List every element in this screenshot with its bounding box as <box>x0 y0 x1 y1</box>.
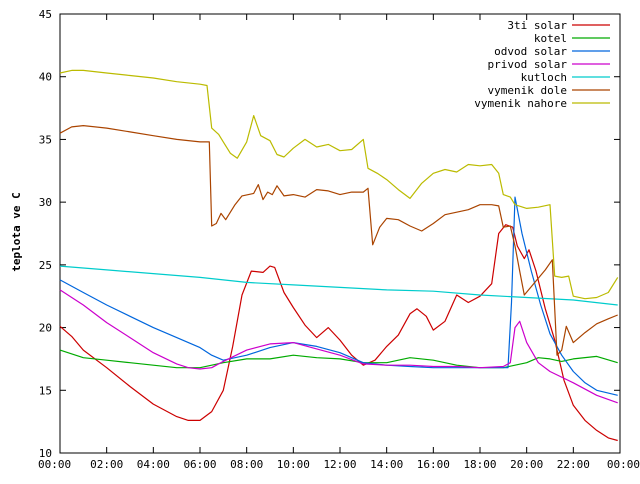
series-line-privod-solar <box>59 289 618 404</box>
series-lines <box>59 69 619 442</box>
y-tick-label: 45 <box>39 8 52 21</box>
x-tick-label: 16:00 <box>417 458 450 471</box>
y-tick-label: 20 <box>39 322 52 335</box>
y-tick-label: 25 <box>39 259 52 272</box>
x-tick-label: 22:00 <box>557 458 590 471</box>
y-tick-label: 15 <box>39 384 52 397</box>
x-tick-label: 00:00 <box>607 458 640 471</box>
series-line-kutloch <box>59 265 618 306</box>
legend-label-privod-solar: privod solar <box>488 58 568 71</box>
x-tick-label: 12:00 <box>323 458 356 471</box>
y-tick-label: 10 <box>39 447 52 460</box>
x-tick-label: 08:00 <box>230 458 263 471</box>
series-line-kotel <box>59 349 618 369</box>
y-tick-label: 30 <box>39 196 52 209</box>
legend-label-vymenik-dole: vymenik dole <box>488 84 567 97</box>
x-tick-label: 20:00 <box>510 458 543 471</box>
legend-label-kutloch: kutloch <box>521 71 567 84</box>
x-tick-label: 02:00 <box>90 458 123 471</box>
legend-label-odvod-solar: odvod solar <box>494 45 567 58</box>
series-line-vymenik-nahore <box>59 69 619 300</box>
x-tick-label: 18:00 <box>463 458 496 471</box>
axes: 10 15 20 25 30 35 40 45 00:00 02:00 04:00 06:00 08:0… <box>38 8 640 471</box>
legend-label-3ti-solar: 3ti solar <box>507 19 567 32</box>
y-tick-label: 35 <box>39 133 52 146</box>
x-tick-label: 00:00 <box>38 458 71 471</box>
legend-label-vymenik-nahore: vymenik nahore <box>474 97 567 110</box>
x-tick-label: 14:00 <box>370 458 403 471</box>
series-line-odvod-solar <box>59 196 618 396</box>
series-line-3ti-solar <box>59 224 618 442</box>
series-line-vymenik-dole <box>59 125 618 356</box>
legend-label-kotel: kotel <box>534 32 567 45</box>
x-tick-label: 04:00 <box>137 458 170 471</box>
y-tick-label: 40 <box>39 71 52 84</box>
x-tick-label: 10:00 <box>277 458 310 471</box>
y-axis-label: teplota ve C <box>10 192 23 271</box>
x-tick-label: 06:00 <box>183 458 216 471</box>
